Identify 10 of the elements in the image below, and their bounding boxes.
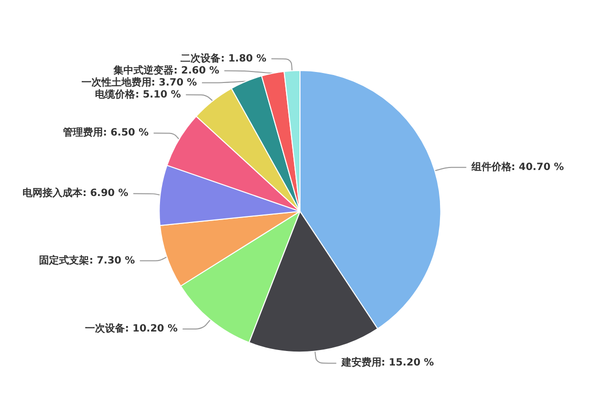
slice-label: 一次性土地费用: 3.70 % bbox=[81, 76, 197, 88]
slice-label: 建安费用: 15.20 % bbox=[340, 356, 434, 369]
slice-label: 电缆价格: 5.10 % bbox=[95, 88, 181, 100]
slice-label: 一次设备: 10.20 % bbox=[85, 322, 178, 335]
slice-label: 管理费用: 6.50 % bbox=[62, 126, 149, 139]
slice-label: 集中式逆变器: 2.60 % bbox=[112, 64, 220, 76]
slice-label: 电网接入成本: 6.90 % bbox=[22, 187, 128, 200]
slice-label: 固定式支架: 7.30 % bbox=[39, 254, 135, 266]
slice-label: 组件价格: 40.70 % bbox=[470, 160, 564, 173]
slice-label: 二次设备: 1.80 % bbox=[180, 52, 266, 64]
